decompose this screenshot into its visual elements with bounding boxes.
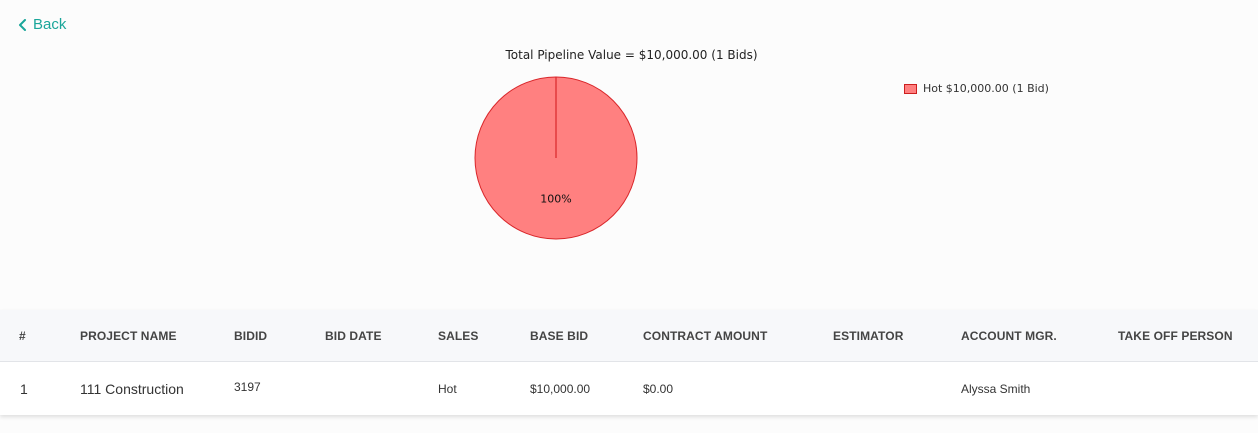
- chevron-left-icon: [18, 18, 27, 31]
- pie-slice-label-hot: 100%: [540, 193, 571, 206]
- cell-account-mgr: Alyssa Smith: [961, 382, 1031, 396]
- chart-title: Total Pipeline Value = $10,000.00 (1 Bid…: [505, 48, 758, 62]
- cell-number: 1: [20, 381, 28, 397]
- col-header-estimator[interactable]: ESTIMATOR: [833, 329, 904, 343]
- cell-project-name[interactable]: 111 Construction: [80, 381, 184, 397]
- col-header-account-mgr[interactable]: ACCOUNT MGR.: [961, 329, 1057, 343]
- col-header-sales[interactable]: SALES: [438, 329, 479, 343]
- legend-entry-hot: Hot $10,000.00 (1 Bid): [923, 82, 1049, 95]
- table-row[interactable]: 1 111 Construction 3197 Hot $10,000.00 $…: [0, 362, 1258, 415]
- col-header-number[interactable]: #: [19, 329, 26, 343]
- col-header-contract-amount[interactable]: CONTRACT AMOUNT: [643, 329, 768, 343]
- col-header-bid-date[interactable]: BID DATE: [325, 329, 382, 343]
- back-label: Back: [33, 16, 67, 33]
- col-header-base-bid[interactable]: BASE BID: [530, 329, 589, 343]
- back-link[interactable]: Back: [18, 16, 66, 33]
- pipeline-chart: Total Pipeline Value = $10,000.00 (1 Bid…: [0, 40, 1258, 302]
- legend-swatch-hot: [904, 83, 917, 94]
- col-header-take-off-person[interactable]: TAKE OFF PERSON: [1118, 329, 1233, 343]
- cell-sales: Hot: [438, 382, 457, 396]
- cell-base-bid: $10,000.00: [530, 382, 591, 396]
- chart-legend: Hot $10,000.00 (1 Bid): [904, 82, 1049, 95]
- col-header-project-name[interactable]: PROJECT NAME: [80, 329, 177, 343]
- bids-table: # PROJECT NAME BIDID BID DATE SALES BASE…: [0, 310, 1258, 415]
- table-header: # PROJECT NAME BIDID BID DATE SALES BASE…: [0, 310, 1258, 362]
- pie-chart: 100%: [474, 76, 638, 240]
- cell-bidid: 3197: [234, 380, 261, 394]
- col-header-bidid[interactable]: BIDID: [234, 329, 268, 343]
- cell-contract-amount: $0.00: [643, 382, 674, 396]
